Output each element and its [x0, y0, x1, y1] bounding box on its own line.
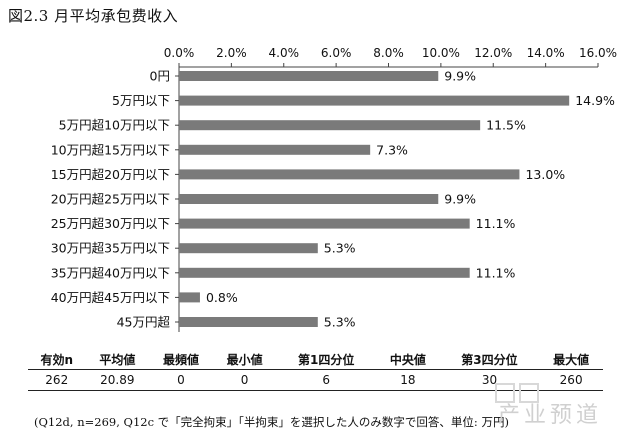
category-label: 25万円超30万円以下 [51, 216, 170, 231]
stats-header: 最大値 [539, 349, 603, 370]
value-label: 11.1% [476, 265, 516, 280]
x-tick-label: 6.0% [321, 46, 352, 60]
value-label: 9.9% [444, 192, 476, 207]
category-label: 30万円超35万円以下 [51, 241, 170, 256]
stats-header: 最頻値 [149, 349, 213, 370]
footnote: (Q12d, n=269, Q12c で「完全拘束」「半拘束」を選択した人のみ数… [34, 415, 509, 429]
x-tick-label: 12.0% [474, 46, 512, 60]
x-tick-label: 2.0% [216, 46, 247, 60]
stats-value: 260 [539, 369, 603, 391]
value-label: 5.3% [324, 315, 356, 330]
value-label: 13.0% [525, 167, 565, 182]
x-tick-label: 4.0% [269, 46, 300, 60]
bar [179, 194, 439, 204]
stats-header: 中央値 [376, 349, 440, 370]
stats-header: 最小値 [212, 349, 277, 370]
category-label: 20万円超25万円以下 [51, 192, 170, 207]
stats-table: 有効n 平均値 最頻値 最小値 第1四分位 中央値 第3四分位 最大値 262 … [28, 349, 603, 391]
watermark-text: 产业预道 [498, 403, 602, 428]
x-tick-label: 8.0% [373, 46, 404, 60]
stats-header-row: 有効n 平均値 最頻値 最小値 第1四分位 中央値 第3四分位 最大値 [28, 349, 603, 370]
stats-value: 0 [212, 369, 277, 391]
bar [179, 292, 200, 303]
bar-chart: 0.0% 2.0% 4.0% 6.0% 8.0% 10.0% 12.0% 14.0% 16.0%… [51, 46, 617, 332]
bar [179, 120, 481, 131]
bar [179, 267, 470, 278]
category-label: 5万円以下 [112, 93, 170, 108]
bar [179, 243, 318, 254]
x-tick-label: 0.0% [164, 46, 195, 60]
x-tick-label: 14.0% [527, 46, 565, 60]
value-label: 5.3% [324, 241, 356, 256]
category-label: 40万円超45万円以下 [51, 290, 170, 305]
stats-value: 6 [276, 369, 377, 391]
value-label: 14.9% [575, 93, 615, 108]
bar [179, 71, 439, 81]
category-label: 0円 [150, 69, 170, 84]
category-label: 45万円超 [117, 315, 171, 330]
value-label: 11.1% [476, 216, 516, 231]
value-label: 9.9% [444, 69, 476, 84]
category-label: 35万円超40万円以下 [51, 265, 170, 280]
bar [179, 144, 371, 155]
figure-title: 図2.3 月平均承包费收入 [8, 7, 179, 25]
stats-value: 262 [28, 369, 86, 391]
value-label: 7.3% [376, 142, 408, 157]
category-label: 5万円超10万円以下 [59, 118, 170, 133]
bar [179, 169, 520, 180]
value-label: 0.8% [206, 290, 238, 305]
stats-value-row: 262 20.89 0 0 6 18 30 260 [28, 369, 603, 391]
stats-header: 有効n [28, 349, 86, 370]
bar [179, 218, 470, 229]
bar [179, 95, 570, 106]
stats-header: 第3四分位 [439, 349, 540, 370]
watermark-logo: 产业预道 [495, 383, 602, 428]
category-label: 15万円超20万円以下 [51, 167, 170, 182]
stats-value: 18 [376, 369, 440, 391]
stats-header: 第1四分位 [276, 349, 377, 370]
x-tick-label: 16.0% [579, 46, 617, 60]
category-label: 10万円超15万円以下 [51, 142, 170, 157]
x-tick-label: 10.0% [422, 46, 460, 60]
bar [179, 317, 318, 327]
stats-value: 20.89 [85, 369, 150, 391]
value-label: 11.5% [486, 118, 526, 133]
stats-value: 0 [149, 369, 213, 391]
stats-header: 平均値 [85, 349, 150, 370]
